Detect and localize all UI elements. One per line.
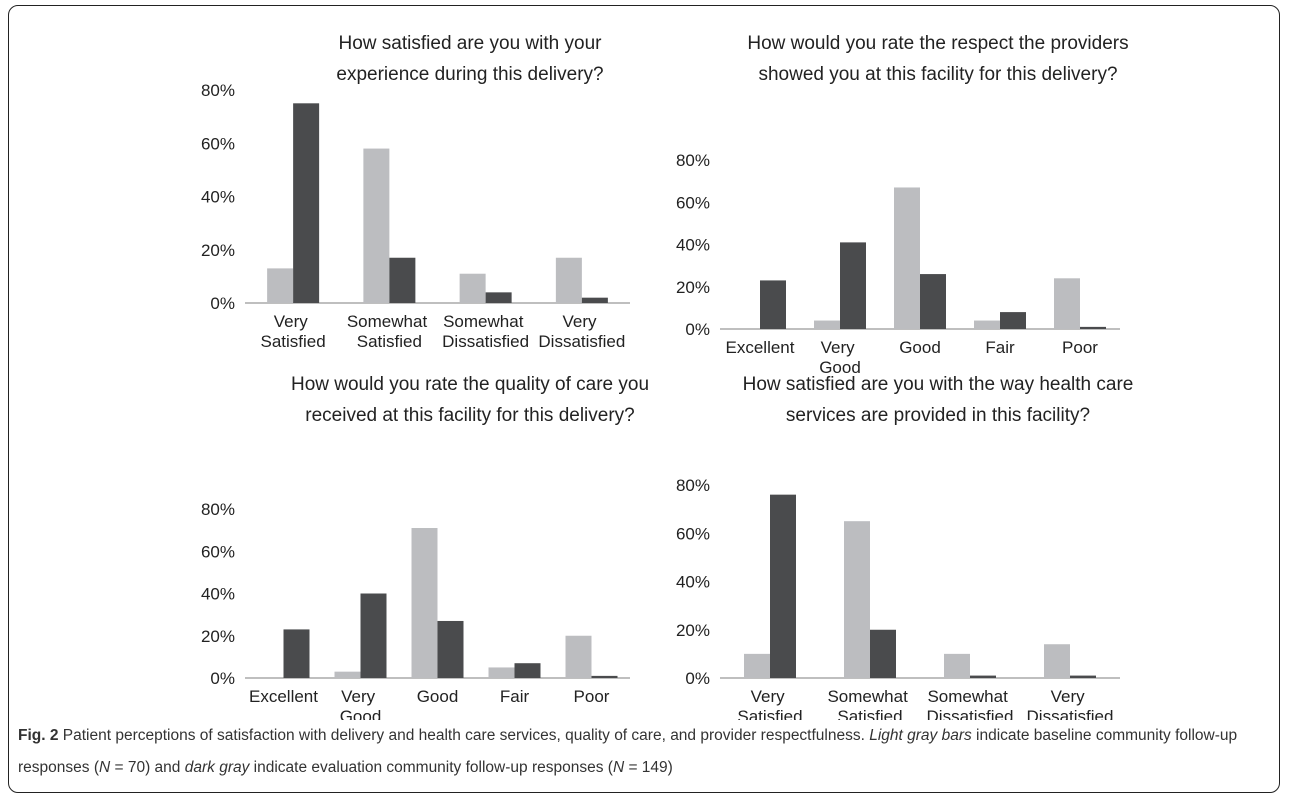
bar [970,675,996,678]
y-tick-label: 0% [685,669,710,688]
caption-text: dark gray [184,759,250,776]
bar [814,320,840,329]
chart-title: How satisfied are you with your experien… [336,33,604,85]
y-tick-label: 80% [201,81,235,100]
caption: Fig. 2 Patient perceptions of satisfacti… [18,720,1273,784]
y-tick-label: 80% [676,476,710,495]
y-tick-label: 60% [201,134,235,153]
bar [920,274,946,329]
bar [744,653,770,678]
y-tick-label: 20% [676,621,710,640]
x-tick-label: Somewhat Satisfied [827,687,912,720]
x-tick-label: Very Satisfied [737,687,802,720]
bar [488,667,515,678]
charts: 0% 20% 40% 60% 80% Very Satisfied Somewhat Sat… [201,81,1120,720]
caption-text: indicate evaluation community follow-up … [249,759,613,776]
y-tick-label: 40% [676,236,710,255]
bar [437,620,464,678]
x-tick-label: Good [417,687,459,706]
bar [293,103,320,303]
x-tick-label: Excellent [249,687,318,706]
bar [555,257,582,303]
x-tick-label: Excellent [726,338,795,357]
bar [283,629,310,678]
x-tick-label: Poor [1062,338,1098,357]
frame [8,5,1280,793]
caption-text: indicate baseline community follow-up re… [18,727,1238,776]
bar [840,242,866,329]
bar [459,273,486,303]
bar [581,297,608,303]
x-tick-label: Fair [985,338,1015,357]
bar [1054,278,1080,329]
bar [944,653,970,678]
bar [1080,326,1106,329]
bar [411,528,438,678]
bar [974,320,1000,329]
bar [360,593,387,678]
x-tick-label: Poor [574,687,610,706]
bar [334,671,361,678]
x-tick-label: Very Dissatisfied [1027,687,1114,720]
bar [770,494,796,678]
caption-text: Light gray bars [869,727,972,744]
bar [1070,675,1096,678]
caption-text: = 70) and [110,759,185,776]
caption-text: N [98,759,111,776]
y-tick-label: 20% [201,627,235,646]
bar [485,292,512,303]
x-tick-label: Good [899,338,941,357]
x-tick-label: Fair [500,687,530,706]
bar [389,257,416,303]
bar [760,280,786,329]
y-tick-label: 0% [685,320,710,339]
caption-label: Fig. 2 [18,727,59,744]
x-tick-label: Very Dissatisfied [538,312,625,351]
caption-text: = 149) [624,759,673,776]
x-tick-label: Very Satisfied [261,312,326,351]
bar [1044,644,1070,678]
y-tick-label: 40% [201,188,235,207]
chart-title: How would you rate the respect the provi… [747,33,1129,85]
bar [591,675,618,678]
y-tick-label: 40% [201,585,235,604]
chart-title: How satisfied are you with the way healt… [742,374,1134,426]
caption-text: N [612,759,625,776]
caption-text: Patient perceptions of satisfaction with… [58,727,870,744]
x-tick-label: Very Good [340,687,382,720]
bar [363,148,390,303]
x-tick-label: Very Good [819,338,861,377]
bar [844,521,870,678]
x-tick-label: Somewhat Satisfied [347,312,432,351]
x-tick-label: Somewhat Dissatisfied [927,687,1014,720]
y-tick-label: 80% [201,500,235,519]
bar [1000,312,1026,329]
y-tick-label: 60% [676,193,710,212]
y-tick-label: 80% [676,151,710,170]
x-tick-label: Somewhat Dissatisfied [442,312,529,351]
y-tick-label: 60% [201,542,235,561]
bar [870,629,896,678]
y-tick-label: 20% [201,241,235,260]
y-tick-label: 40% [676,573,710,592]
bar [894,187,920,329]
y-tick-label: 60% [676,524,710,543]
y-tick-label: 20% [676,278,710,297]
chart-title: How would you rate the quality of care y… [290,374,650,426]
bar [267,268,294,303]
y-tick-label: 0% [210,669,235,688]
bar [565,635,592,678]
bar [514,663,541,678]
y-tick-label: 0% [210,294,235,313]
